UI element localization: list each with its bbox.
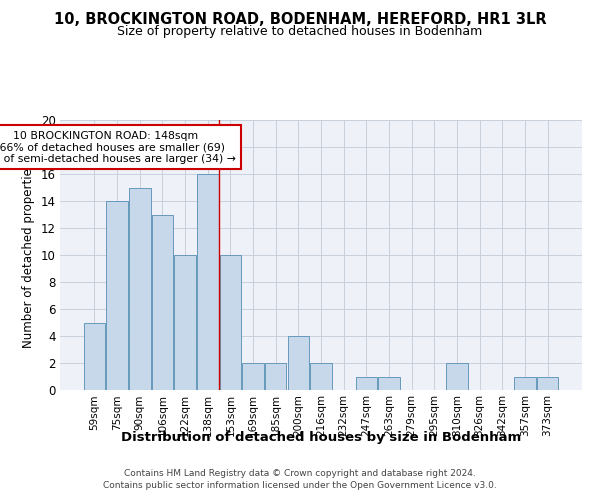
Text: 10, BROCKINGTON ROAD, BODENHAM, HEREFORD, HR1 3LR: 10, BROCKINGTON ROAD, BODENHAM, HEREFORD… [53,12,547,28]
Bar [84,322,105,390]
Bar [378,376,400,390]
Text: 10 BROCKINGTON ROAD: 148sqm
← 66% of detached houses are smaller (69)
32% of sem: 10 BROCKINGTON ROAD: 148sqm ← 66% of det… [0,131,236,164]
Text: Contains HM Land Registry data © Crown copyright and database right 2024.: Contains HM Land Registry data © Crown c… [124,468,476,477]
Bar [152,214,173,390]
Bar [287,336,309,390]
Bar [106,201,128,390]
Text: Size of property relative to detached houses in Bodenham: Size of property relative to detached ho… [118,25,482,38]
Text: Distribution of detached houses by size in Bodenham: Distribution of detached houses by size … [121,431,521,444]
Text: Contains public sector information licensed under the Open Government Licence v3: Contains public sector information licen… [103,481,497,490]
Bar [310,363,332,390]
Bar [446,363,467,390]
Bar [220,255,241,390]
Bar [197,174,218,390]
Bar [537,376,558,390]
Bar [265,363,286,390]
Bar [175,255,196,390]
Bar [242,363,264,390]
Bar [129,188,151,390]
Bar [514,376,536,390]
Y-axis label: Number of detached properties: Number of detached properties [22,162,35,348]
Bar [356,376,377,390]
